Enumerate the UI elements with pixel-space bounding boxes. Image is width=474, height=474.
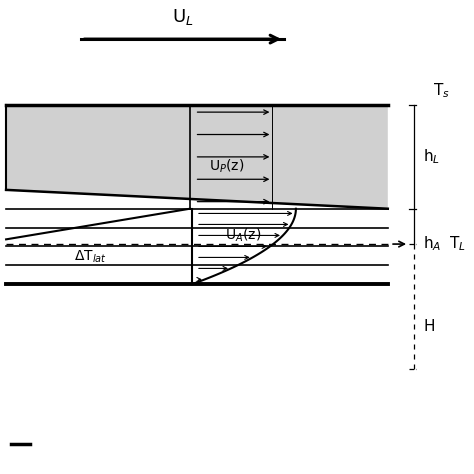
Text: T$_L$: T$_L$ bbox=[449, 235, 466, 254]
Text: U$_A$(z): U$_A$(z) bbox=[225, 227, 262, 244]
Text: H: H bbox=[423, 319, 435, 334]
Text: U$_P$(z): U$_P$(z) bbox=[209, 158, 244, 175]
Text: ΔT$_{lat}$: ΔT$_{lat}$ bbox=[74, 249, 108, 265]
Text: U$_L$: U$_L$ bbox=[172, 7, 193, 27]
Text: h$_L$: h$_L$ bbox=[423, 147, 440, 166]
Polygon shape bbox=[6, 105, 388, 209]
Text: T$_s$: T$_s$ bbox=[433, 82, 449, 100]
Text: h$_A$: h$_A$ bbox=[423, 235, 441, 254]
